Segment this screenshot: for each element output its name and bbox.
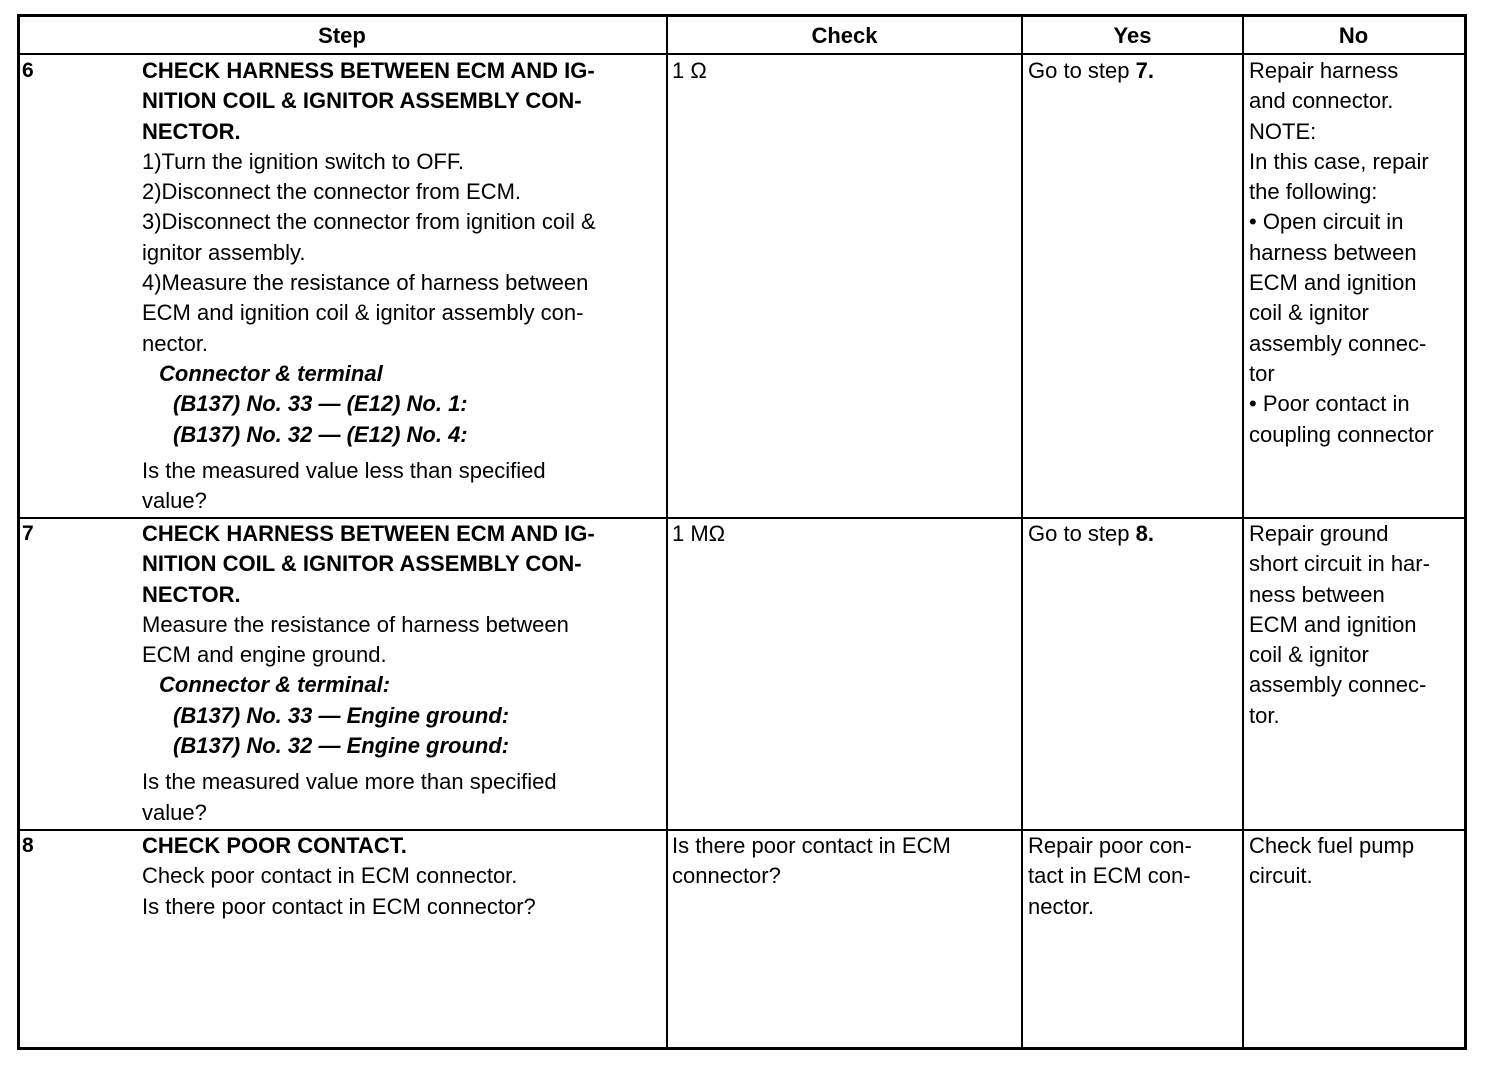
step-line: (B137) No. 33 — Engine ground:	[173, 702, 510, 728]
no-line: Repair ground	[1249, 521, 1389, 546]
step-number: 8	[22, 834, 34, 857]
no-line: coil & ignitor	[1249, 642, 1369, 668]
step-line: Measure the resistance of harness betwee…	[142, 611, 569, 637]
next-step-number: 8.	[1135, 521, 1154, 546]
check-line: 1 MΩ	[672, 521, 726, 546]
yes-cell: Repair poor con-tact in ECM con-nector.	[1028, 831, 1192, 922]
no-line: ECM and ignition	[1249, 270, 1417, 296]
step-line: 2)Disconnect the connector from ECM.	[142, 179, 522, 205]
header-check: Check	[811, 23, 878, 48]
yes-line: Go to step 8.	[1028, 519, 1154, 549]
check-cell: 1 Ω	[672, 56, 707, 86]
step-line: NECTOR.	[142, 118, 241, 144]
step-line: Check poor contact in ECM connector.	[142, 863, 518, 889]
check-line: Is there poor contact in ECM	[672, 833, 951, 858]
no-line: NOTE:	[1249, 118, 1317, 144]
no-line: ness between	[1249, 581, 1385, 607]
no-cell: Check fuel pump circuit.	[1249, 831, 1414, 892]
no-line: coupling connector	[1249, 421, 1434, 447]
no-line: tor.	[1249, 702, 1280, 728]
row-divider	[17, 517, 1467, 519]
step-line: ECM and ignition coil & ignitor assembly…	[142, 300, 584, 326]
yes-text: Go to step	[1028, 58, 1136, 83]
step-line: ignitor assembly.	[142, 239, 306, 265]
no-line: the following:	[1249, 179, 1378, 205]
step-line: 4)Measure the resistance of harness betw…	[142, 270, 589, 296]
step-line: CHECK HARNESS BETWEEN ECM AND IG-	[142, 58, 595, 83]
troubleshooting-table	[17, 14, 1467, 1050]
no-line: harness between	[1249, 239, 1417, 265]
step-line: value?	[142, 488, 207, 514]
no-line: assembly connec-	[1249, 672, 1427, 698]
no-line: Repair harness	[1249, 58, 1399, 83]
no-line: • Open circuit in	[1249, 209, 1404, 235]
step-line: nector.	[142, 330, 209, 356]
step-line: CHECK HARNESS BETWEEN ECM AND IG-	[142, 521, 595, 546]
step-line: ECM and engine ground.	[142, 642, 387, 668]
no-line: assembly connec-	[1249, 330, 1427, 356]
check-cell: Is there poor contact in ECM connector?	[672, 831, 951, 892]
yes-cell: Go to step 7.	[1028, 56, 1154, 86]
step-description: CHECK POOR CONTACT. Check poor contact in…	[142, 831, 536, 922]
step-description: CHECK HARNESS BETWEEN ECM AND IG- NITION …	[142, 56, 596, 516]
no-line: • Poor contact in	[1249, 391, 1410, 417]
no-line: circuit.	[1249, 863, 1313, 889]
row-divider	[17, 829, 1467, 831]
yes-line: tact in ECM con-	[1028, 863, 1191, 889]
no-cell: Repair ground short circuit in har-ness b…	[1249, 519, 1430, 731]
step-line: NITION COIL & IGNITOR ASSEMBLY CON-	[142, 88, 582, 114]
step-line: 3)Disconnect the connector from ignition…	[142, 209, 596, 235]
header-divider	[17, 53, 1467, 55]
yes-text: Go to step	[1028, 521, 1136, 546]
header-no: No	[1338, 23, 1369, 48]
check-line: connector?	[672, 863, 781, 889]
check-line: 1 Ω	[672, 58, 707, 83]
yes-line: Go to step 7.	[1028, 56, 1154, 86]
check-cell: 1 MΩ	[672, 519, 725, 549]
step-line: Is the measured value more than specifie…	[142, 769, 557, 795]
header-yes: Yes	[1113, 23, 1152, 48]
next-step-number: 7.	[1135, 58, 1154, 83]
no-cell: Repair harness and connector. NOTE: In this…	[1249, 56, 1434, 450]
step-line: CHECK POOR CONTACT.	[142, 833, 407, 858]
no-line: In this case, repair	[1249, 148, 1429, 174]
column-divider	[666, 14, 668, 1050]
header-step: Step	[318, 23, 366, 48]
step-line: (B137) No. 32 — (E12) No. 4:	[173, 421, 468, 447]
no-line: ECM and ignition	[1249, 611, 1417, 637]
no-line: Check fuel pump	[1249, 833, 1415, 858]
step-line: value?	[142, 799, 207, 825]
step-line: Is the measured value less than specifie…	[142, 457, 546, 483]
step-line: NITION COIL & IGNITOR ASSEMBLY CON-	[142, 551, 582, 577]
step-description: CHECK HARNESS BETWEEN ECM AND IG- NITION …	[142, 519, 595, 828]
no-line: and connector.	[1249, 88, 1394, 114]
no-line: short circuit in har-	[1249, 551, 1430, 577]
step-number: 7	[22, 522, 34, 545]
step-line: (B137) No. 33 — (E12) No. 1:	[173, 391, 468, 417]
step-number: 6	[22, 59, 34, 82]
step-line: Connector & terminal	[159, 360, 383, 386]
step-line: Is there poor contact in ECM connector?	[142, 893, 536, 919]
step-line: NECTOR.	[142, 581, 241, 607]
column-divider	[1021, 14, 1023, 1050]
yes-line: Repair poor con-	[1028, 833, 1192, 858]
step-line: (B137) No. 32 — Engine ground:	[173, 733, 510, 759]
column-divider	[1242, 14, 1244, 1050]
no-line: tor	[1249, 360, 1275, 386]
no-line: coil & ignitor	[1249, 300, 1369, 326]
step-line: Connector & terminal:	[159, 672, 391, 698]
yes-cell: Go to step 8.	[1028, 519, 1154, 549]
yes-line: nector.	[1028, 893, 1095, 919]
step-line: 1)Turn the ignition switch to OFF.	[142, 148, 464, 174]
